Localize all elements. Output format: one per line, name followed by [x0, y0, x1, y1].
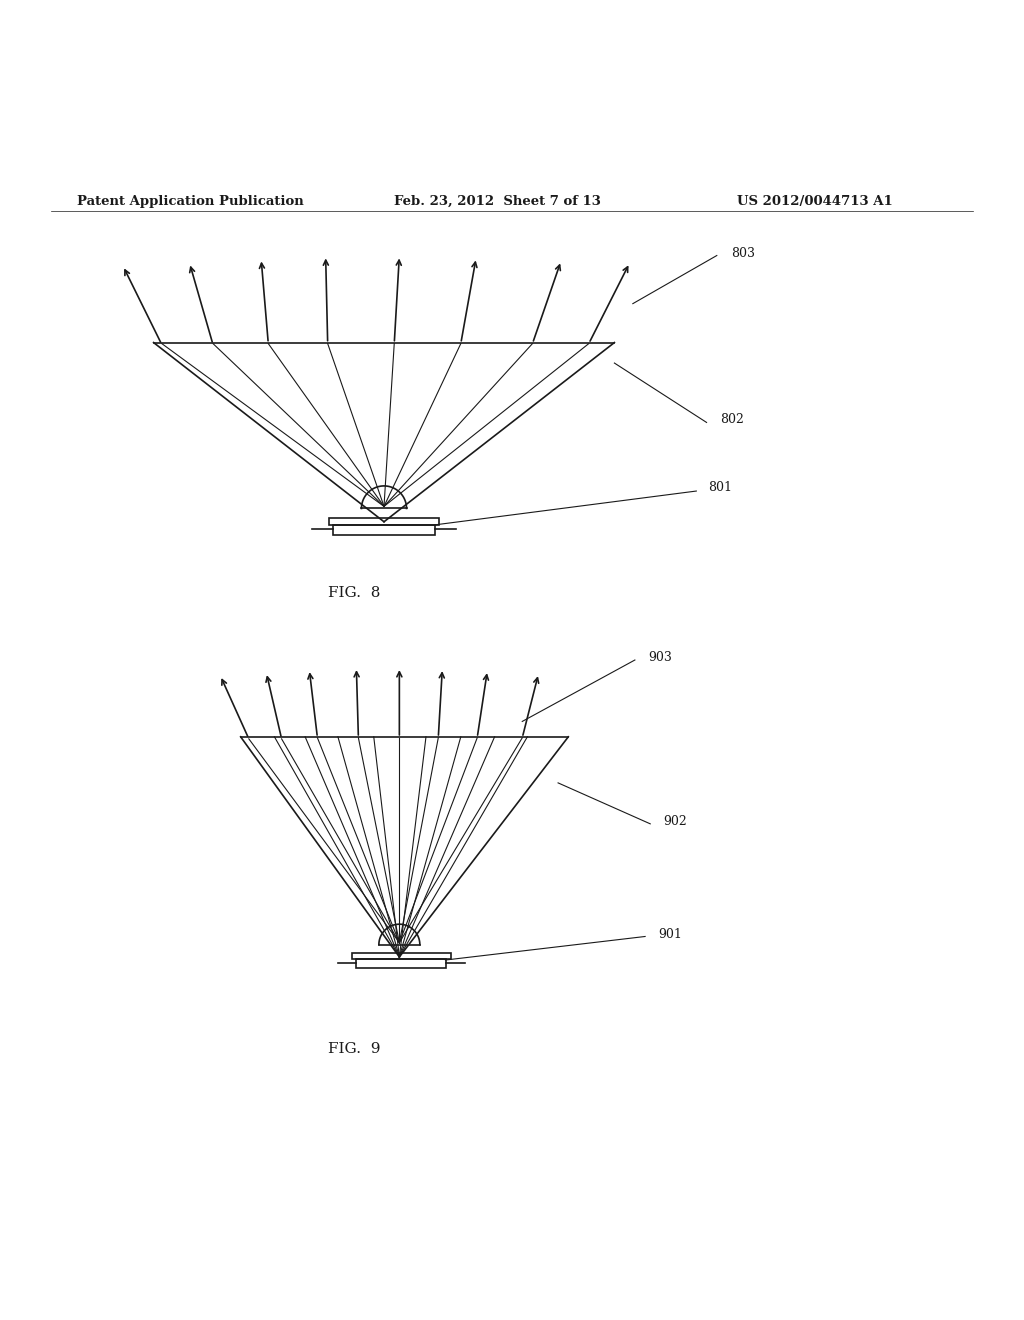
Bar	[356, 960, 446, 969]
Text: 903: 903	[648, 652, 672, 664]
Text: US 2012/0044713 A1: US 2012/0044713 A1	[737, 195, 893, 207]
Text: Feb. 23, 2012  Sheet 7 of 13: Feb. 23, 2012 Sheet 7 of 13	[394, 195, 601, 207]
Text: Patent Application Publication: Patent Application Publication	[77, 195, 303, 207]
Bar	[333, 525, 435, 535]
Text: 802: 802	[720, 413, 743, 426]
Text: FIG.  9: FIG. 9	[328, 1041, 380, 1056]
Text: 803: 803	[731, 247, 755, 260]
Text: 901: 901	[658, 928, 682, 941]
Text: 902: 902	[664, 816, 687, 828]
Text: 801: 801	[709, 482, 732, 495]
Bar	[352, 953, 451, 960]
Text: FIG.  8: FIG. 8	[328, 586, 380, 601]
Bar	[329, 517, 439, 525]
